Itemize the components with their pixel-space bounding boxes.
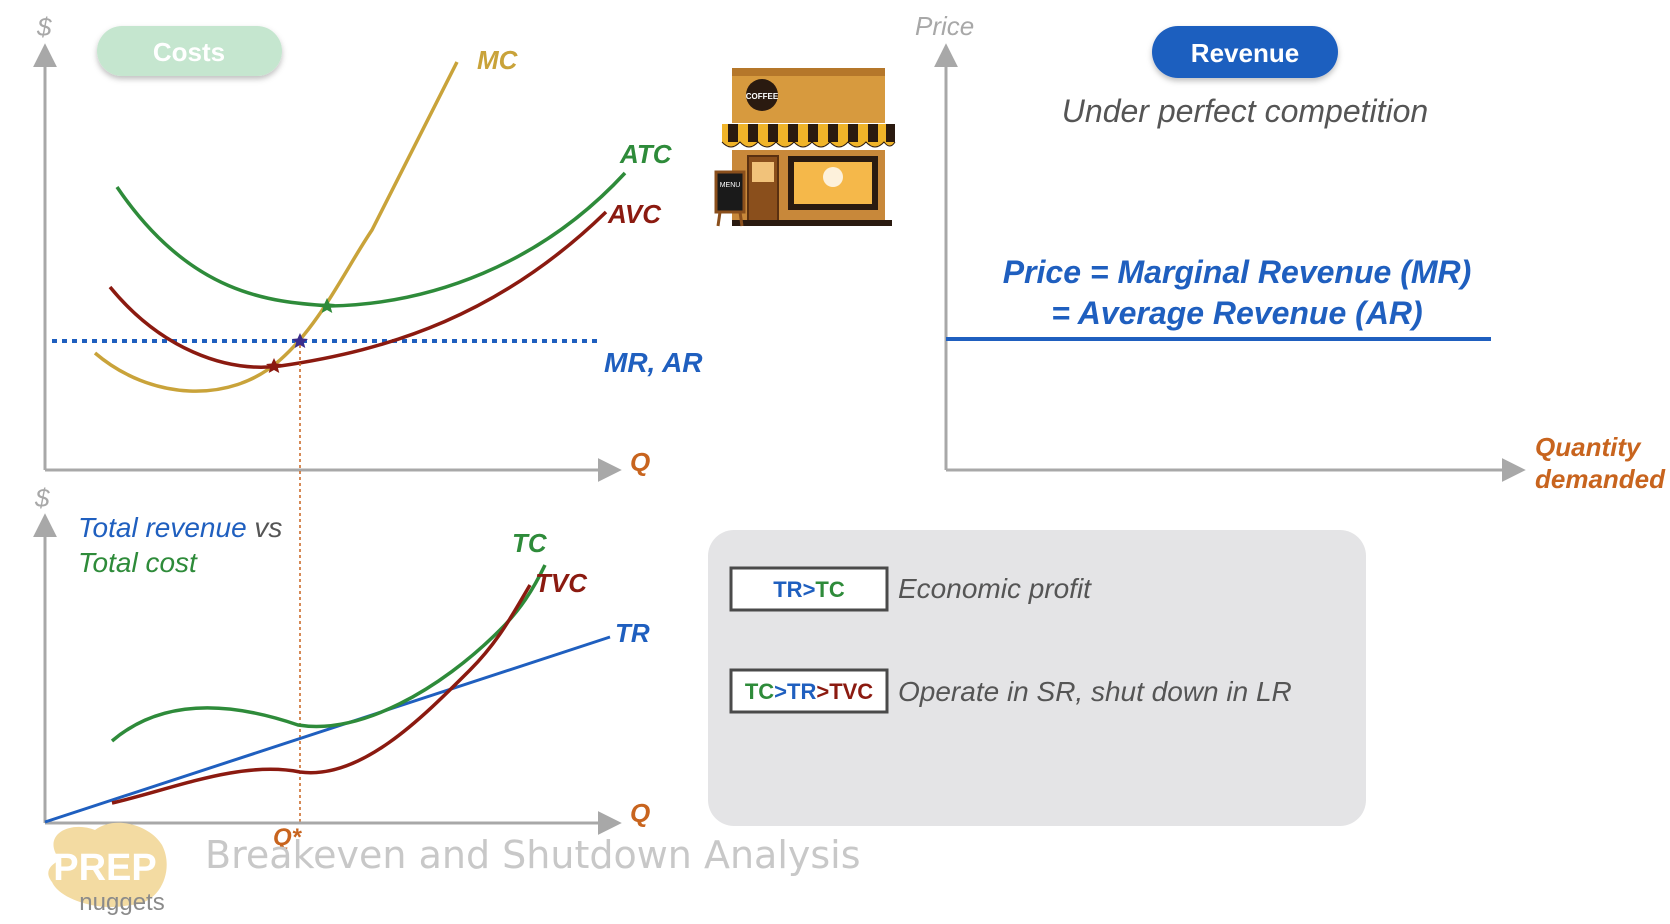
tc-label: TC (512, 528, 548, 558)
avc-curve (108, 210, 608, 369)
menu-board-text: MENU (720, 182, 741, 189)
atc-curve (115, 171, 627, 308)
avc-mc-intersection-star (266, 358, 282, 373)
legend-box-2-tvc: TVC (829, 679, 873, 704)
mc-label: MC (477, 45, 519, 75)
costs-badge-label: Costs (153, 37, 225, 67)
q-star-label: Q* (273, 824, 303, 851)
logo-top: PREP (53, 847, 156, 889)
revenue-equation-2: = Average Revenue (AR) (1051, 295, 1422, 331)
legend-box-2-op1: > (774, 679, 787, 704)
legend-box-2 (729, 668, 889, 714)
shop-awning (721, 124, 896, 148)
tc-curve (110, 564, 547, 743)
shop-sign-text: COFFEE (746, 92, 779, 101)
slide-title: Breakeven and Shutdown Analysis (205, 833, 861, 877)
revenue-x-axis-label-1: Quantity (1535, 432, 1642, 462)
total-y-axis-label: $ (34, 483, 50, 513)
legend-box-1-op: > (803, 577, 816, 602)
mc-curve (93, 61, 459, 393)
tvc-curve (111, 584, 532, 805)
legend-desc-1: Economic profit (898, 573, 1092, 604)
revenue-badge (1152, 26, 1338, 78)
shop-sign-badge (746, 79, 778, 111)
legend-box-2-tr: TR (787, 679, 816, 704)
avc-label: AVC (607, 199, 662, 229)
revenue-subtitle: Under perfect competition (1062, 93, 1428, 129)
total-chart: $ Q Total revenue vs Total cost TC TVC T… (33, 483, 650, 851)
legend-panel: TR>TC Economic profit TC>TR>TVC Operate … (708, 530, 1366, 826)
legend-box-2-op2: > (816, 679, 829, 704)
total-chart-title-2: Total cost (78, 547, 198, 578)
prep-nuggets-logo: PREP nuggets (48, 822, 167, 916)
legend-box-1-tr: TR (773, 577, 802, 602)
revenue-badge-bg (1152, 26, 1338, 78)
total-chart-title-1: Total revenue vs (78, 512, 282, 543)
legend-box-1-tc: TC (815, 577, 844, 602)
tvc-label: TVC (535, 568, 588, 598)
total-x-axis-label: Q (630, 798, 650, 828)
revenue-x-axis-label-2: demanded (1535, 464, 1666, 494)
mr-ar-label: MR, AR (604, 347, 703, 378)
legend-box-2-tc: TC (745, 679, 774, 704)
coffee-shop-illustration: COFFEE MENU (714, 68, 896, 227)
tr-label: TR (615, 618, 650, 648)
revenue-chart: Price Quantity demanded Revenue Under pe… (915, 11, 1666, 494)
revenue-y-axis-label: Price (915, 11, 974, 41)
costs-badge-bg (97, 26, 282, 76)
menu-board (714, 170, 746, 214)
vs-word: vs (247, 512, 283, 543)
logo-bottom: nuggets (79, 889, 164, 916)
legend-box-1 (729, 566, 889, 612)
atc-label: ATC (619, 139, 673, 169)
revenue-badge-label: Revenue (1191, 38, 1299, 68)
cost-chart: $ Q Costs MC ATC AVC MR, AR (33, 12, 703, 482)
legend-desc-2: Operate in SR, shut down in LR (898, 676, 1292, 707)
total-revenue-title: Total revenue (78, 512, 247, 543)
cost-x-axis-label: Q (630, 447, 650, 477)
legend-box-2-text: TC>TR>TVC (745, 679, 873, 704)
atc-mc-intersection-star (319, 298, 335, 313)
logo-blob (48, 822, 167, 908)
costs-badge (97, 26, 282, 76)
cost-y-axis-label: $ (36, 12, 52, 42)
revenue-equation-1: Price = Marginal Revenue (MR) (1003, 254, 1472, 290)
legend-box-1-text: TR>TC (773, 577, 845, 602)
tr-line (44, 635, 611, 824)
mr-mc-intersection-star (292, 333, 308, 348)
